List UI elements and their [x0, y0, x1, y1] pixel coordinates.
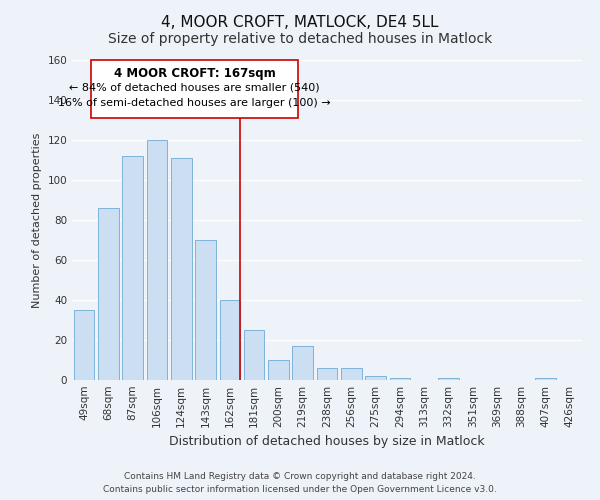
Bar	[341, 368, 362, 380]
Text: Size of property relative to detached houses in Matlock: Size of property relative to detached ho…	[108, 32, 492, 46]
Text: 4 MOOR CROFT: 167sqm: 4 MOOR CROFT: 167sqm	[114, 67, 275, 80]
Bar	[171, 158, 191, 380]
Bar	[122, 156, 143, 380]
Bar	[365, 376, 386, 380]
Bar	[98, 208, 119, 380]
Text: Contains HM Land Registry data © Crown copyright and database right 2024.
Contai: Contains HM Land Registry data © Crown c…	[103, 472, 497, 494]
Bar	[317, 368, 337, 380]
Y-axis label: Number of detached properties: Number of detached properties	[32, 132, 42, 308]
Bar	[91, 60, 298, 118]
Bar	[438, 378, 459, 380]
Bar	[195, 240, 216, 380]
Bar	[389, 378, 410, 380]
Text: 16% of semi-detached houses are larger (100) →: 16% of semi-detached houses are larger (…	[58, 98, 331, 108]
Bar	[535, 378, 556, 380]
Bar	[220, 300, 240, 380]
Bar	[268, 360, 289, 380]
X-axis label: Distribution of detached houses by size in Matlock: Distribution of detached houses by size …	[169, 436, 485, 448]
Bar	[74, 310, 94, 380]
Bar	[292, 346, 313, 380]
Bar	[146, 140, 167, 380]
Bar	[244, 330, 265, 380]
Text: ← 84% of detached houses are smaller (540): ← 84% of detached houses are smaller (54…	[70, 83, 320, 93]
Text: 4, MOOR CROFT, MATLOCK, DE4 5LL: 4, MOOR CROFT, MATLOCK, DE4 5LL	[161, 15, 439, 30]
